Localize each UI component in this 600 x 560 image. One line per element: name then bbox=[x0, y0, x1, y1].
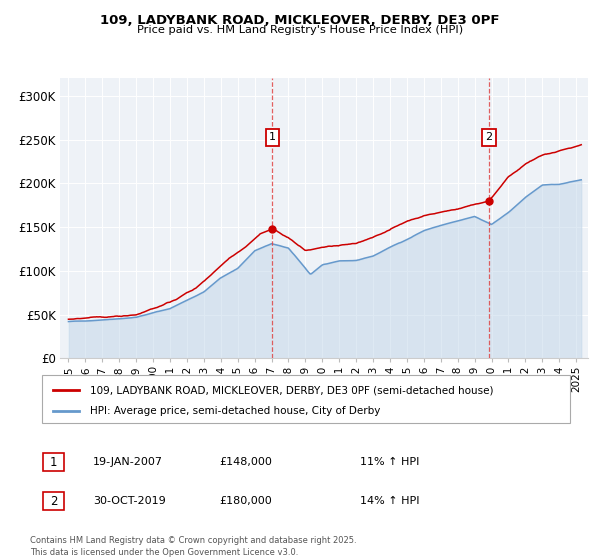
Text: Price paid vs. HM Land Registry's House Price Index (HPI): Price paid vs. HM Land Registry's House … bbox=[137, 25, 463, 35]
Text: 109, LADYBANK ROAD, MICKLEOVER, DERBY, DE3 0PF (semi-detached house): 109, LADYBANK ROAD, MICKLEOVER, DERBY, D… bbox=[89, 385, 493, 395]
Text: £180,000: £180,000 bbox=[220, 496, 272, 506]
FancyBboxPatch shape bbox=[43, 492, 64, 510]
Text: 2: 2 bbox=[50, 494, 57, 508]
Text: 19-JAN-2007: 19-JAN-2007 bbox=[93, 457, 163, 467]
Text: HPI: Average price, semi-detached house, City of Derby: HPI: Average price, semi-detached house,… bbox=[89, 406, 380, 416]
Text: 30-OCT-2019: 30-OCT-2019 bbox=[93, 496, 166, 506]
FancyBboxPatch shape bbox=[42, 375, 570, 423]
Text: Contains HM Land Registry data © Crown copyright and database right 2025.
This d: Contains HM Land Registry data © Crown c… bbox=[30, 536, 356, 557]
Text: 109, LADYBANK ROAD, MICKLEOVER, DERBY, DE3 0PF: 109, LADYBANK ROAD, MICKLEOVER, DERBY, D… bbox=[100, 14, 500, 27]
Text: 11% ↑ HPI: 11% ↑ HPI bbox=[360, 457, 419, 467]
FancyBboxPatch shape bbox=[43, 453, 64, 471]
Text: £148,000: £148,000 bbox=[220, 457, 272, 467]
Text: 14% ↑ HPI: 14% ↑ HPI bbox=[360, 496, 419, 506]
Text: 1: 1 bbox=[50, 455, 57, 469]
Text: 2: 2 bbox=[485, 132, 492, 142]
Text: 1: 1 bbox=[269, 132, 276, 142]
